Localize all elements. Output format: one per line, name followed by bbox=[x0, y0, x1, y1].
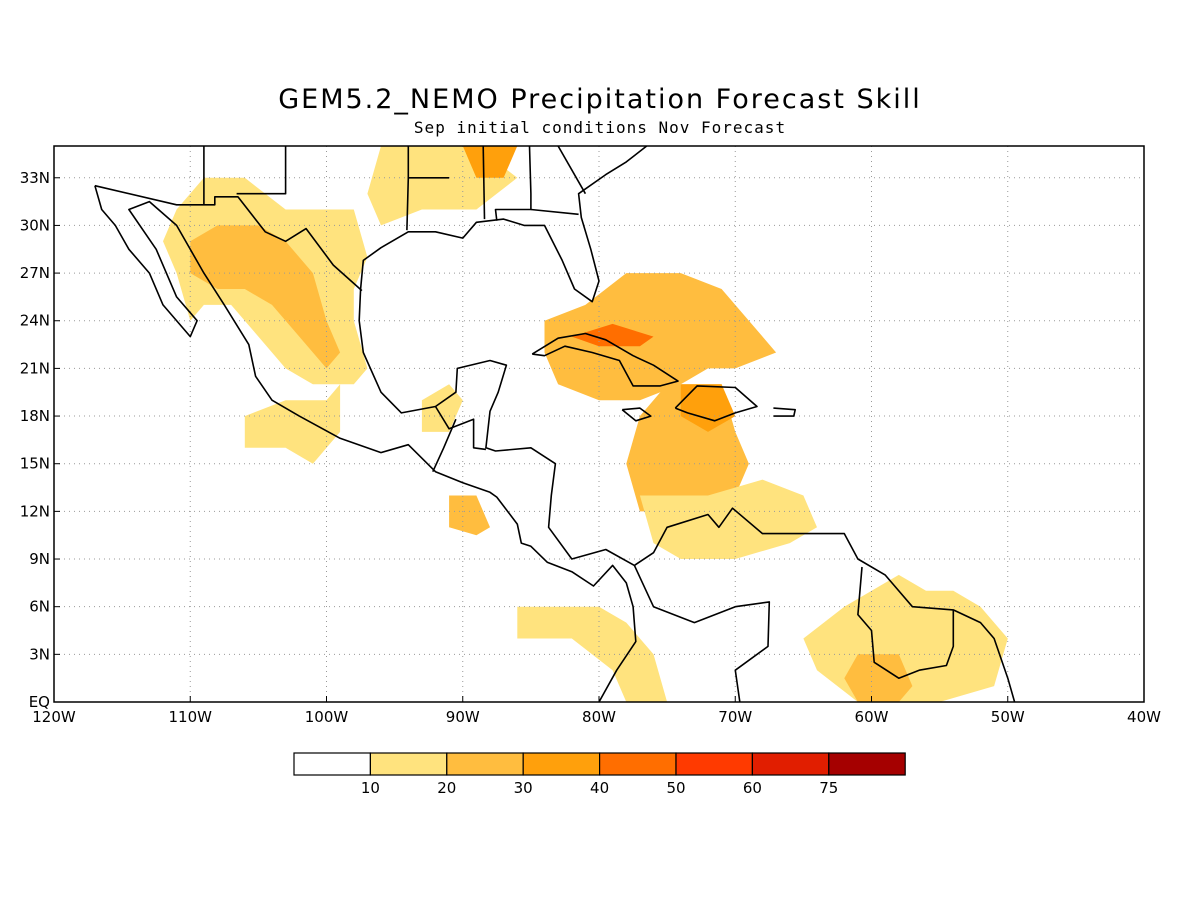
skill-region-yucatan-west bbox=[421, 384, 463, 432]
skill-region-mexico-southwest bbox=[244, 384, 341, 464]
colorbar-label: 60 bbox=[743, 779, 762, 797]
colorbar-swatch bbox=[369, 752, 448, 776]
coastline-venezuela-guyana bbox=[857, 566, 955, 680]
colorbar-label: 75 bbox=[819, 779, 838, 797]
colorbar-swatch bbox=[522, 752, 601, 776]
map-subtitle: Sep initial conditions Nov Forecast bbox=[413, 118, 787, 137]
coastline-puerto-rico bbox=[773, 407, 797, 417]
skill-region-hispaniola bbox=[680, 384, 736, 432]
coastline-us-states bbox=[236, 146, 287, 195]
coastline-us-states-5 bbox=[482, 146, 486, 220]
lat-tick-label: 24N bbox=[20, 312, 50, 330]
coastline-mexico-gulf-coast bbox=[358, 288, 1016, 702]
skill-region-pacific-panama bbox=[517, 606, 668, 702]
coastline-hispaniola bbox=[674, 385, 758, 422]
skill-region-colombia-coast bbox=[639, 479, 817, 559]
lon-tick-label: 110W bbox=[169, 708, 213, 726]
lat-tick-label: 3N bbox=[29, 645, 50, 663]
coastlines-borders bbox=[94, 146, 1016, 702]
lon-tick-label: 90W bbox=[446, 708, 480, 726]
skill-region-mississippi-valley bbox=[462, 146, 518, 178]
lat-tick-label: 27N bbox=[20, 264, 50, 282]
coastline-yucatan-border bbox=[434, 406, 487, 451]
lat-tick-label: 6N bbox=[29, 598, 50, 616]
skill-region-mexico-sierra bbox=[190, 225, 341, 369]
latitude-axis: EQ 3N 6N 9N 12N 15N 18N 21N 24N 27N 30N 33N bbox=[20, 169, 60, 711]
skill-shading bbox=[163, 146, 1008, 702]
lon-tick-label: 70W bbox=[718, 708, 752, 726]
skill-region-cuba-bahamas bbox=[544, 273, 777, 401]
map-title: GEM5.2_NEMO Precipitation Forecast Skill bbox=[278, 84, 922, 115]
lat-tick-label: 9N bbox=[29, 550, 50, 568]
lon-tick-label: 40W bbox=[1127, 708, 1161, 726]
coastline-us-border-mx bbox=[94, 184, 363, 292]
colorbar-swatch bbox=[293, 752, 372, 776]
lon-tick-label: 120W bbox=[32, 708, 76, 726]
coastline-central-america-borders bbox=[432, 418, 457, 473]
colorbar-label: 40 bbox=[590, 779, 609, 797]
colorbar-label: 50 bbox=[666, 779, 685, 797]
skill-region-guianas-core bbox=[844, 654, 913, 702]
longitude-axis: 120W 110W 100W 90W 80W 70W 60W 50W 40W bbox=[32, 696, 1161, 726]
lon-tick-label: 80W bbox=[582, 708, 616, 726]
coastline-gulf-coast-us bbox=[359, 146, 648, 303]
lat-tick-label: 15N bbox=[20, 455, 50, 473]
colorbar-swatch bbox=[751, 752, 830, 776]
lat-tick-label: 18N bbox=[20, 407, 50, 425]
colorbar: 10 20 30 40 50 60 75 bbox=[293, 752, 906, 797]
coastline-cuba bbox=[531, 332, 679, 387]
colorbar-label: 30 bbox=[514, 779, 533, 797]
lat-lon-grid bbox=[54, 146, 1144, 702]
skill-region-cuba-core bbox=[571, 323, 654, 347]
coastline-us-states-7 bbox=[530, 208, 579, 216]
coastline-jamaica bbox=[621, 407, 652, 422]
coastline-us-states-8 bbox=[557, 146, 587, 195]
lat-tick-label: 30N bbox=[20, 216, 50, 234]
lon-tick-label: 60W bbox=[855, 708, 889, 726]
colorbar-swatch bbox=[598, 752, 677, 776]
lon-tick-label: 50W bbox=[991, 708, 1025, 726]
lat-tick-label: 21N bbox=[20, 359, 50, 377]
lat-tick-label: 33N bbox=[20, 169, 50, 187]
lat-tick-label: EQ bbox=[29, 693, 50, 711]
coastline-south-america-inland bbox=[633, 565, 771, 702]
lat-tick-label: 12N bbox=[20, 502, 50, 520]
lon-tick-label: 100W bbox=[305, 708, 349, 726]
colorbar-label: 10 bbox=[361, 779, 380, 797]
coastline-pacific-coast bbox=[94, 185, 637, 702]
colorbar-swatch bbox=[446, 752, 524, 776]
skill-region-honduras-gulf bbox=[449, 495, 490, 536]
colorbar-swatch bbox=[675, 752, 754, 776]
colorbar-label: 20 bbox=[437, 779, 456, 797]
colorbar-swatch bbox=[828, 752, 906, 776]
